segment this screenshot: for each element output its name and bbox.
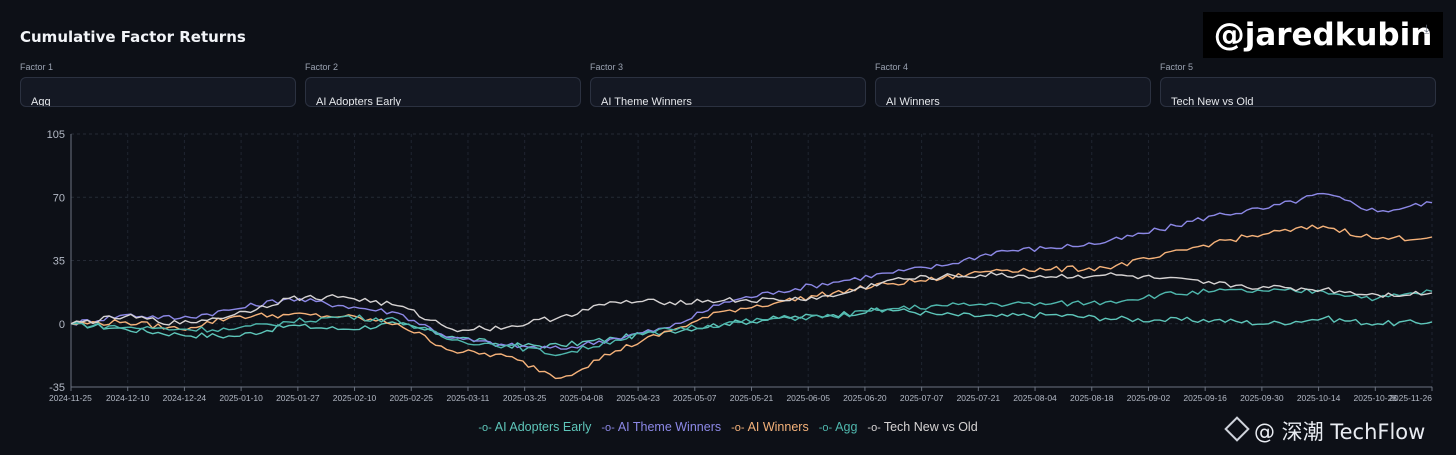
factor-3-select[interactable]: Factor 3 AI Theme Winners [590,62,866,107]
series-line [70,224,1433,380]
x-tick-label: 2025-03-25 [503,393,547,403]
x-tick-label: 2025-10-28 [1354,393,1398,403]
x-tick-label: 2025-04-23 [616,393,660,403]
factor-3-dropdown[interactable]: AI Theme Winners [590,77,866,107]
legend-item[interactable]: -o- AI Winners [731,420,809,434]
x-tick-label: 2024-11-25 [49,393,92,403]
x-tick-label: 2025-02-25 [390,393,434,403]
x-tick-label: 2025-02-10 [333,393,377,403]
chart-legend: -o- AI Adopters Early -o- AI Theme Winners -… [0,420,1456,434]
legend-marker-icon: -o- [478,422,492,434]
y-tick-label: 105 [47,129,65,141]
factor-5-dropdown[interactable]: Tech New vs Old [1160,77,1436,107]
x-tick-label: 2025-01-10 [219,393,263,403]
x-tick-label: 2025-05-21 [730,393,774,403]
factor-2-label: Factor 2 [305,62,339,72]
legend-item[interactable]: -o- Tech New vs Old [867,420,977,434]
download-icon[interactable]: ⤓ [1424,22,1430,36]
legend-label: Tech New vs Old [883,420,978,434]
x-tick-label: 2025-08-18 [1070,393,1114,403]
legend-label: AI Adopters Early [494,420,592,434]
x-tick-label: 2025-09-30 [1240,393,1284,403]
factor-1-dropdown[interactable]: Agg [20,77,296,107]
x-tick-label: 2025-09-02 [1127,393,1171,403]
x-tick-label: 2025-09-16 [1183,393,1227,403]
x-tick-label: 2025-11-26 [1389,393,1432,403]
legend-marker-icon: -o- [818,422,833,434]
x-tick-label: 2025-06-20 [843,393,887,403]
factor-1-select[interactable]: Factor 1 Agg [20,62,296,107]
legend-label: AI Winners [747,420,809,434]
factor-4-dropdown[interactable]: AI Winners [875,77,1151,107]
series-line [70,287,1433,357]
factor-5-value: Tech New vs Old [1171,96,1254,107]
x-tick-label: 2025-04-08 [560,393,604,403]
legend-item[interactable]: -o- AI Theme Winners [601,420,721,434]
x-tick-label: 2025-07-07 [900,393,944,403]
factor-4-select[interactable]: Factor 4 AI Winners [875,62,1151,107]
factor-4-label: Factor 4 [875,62,909,72]
factor-2-dropdown[interactable]: AI Adopters Early [305,77,581,107]
brand-watermark: @ 深潮 TechFlow [1224,416,1426,446]
x-tick-label: 2025-03-11 [447,393,490,403]
legend-marker-icon: -o- [601,422,615,434]
factor-2-select[interactable]: Factor 2 AI Adopters Early [305,62,581,107]
factor-4-value: AI Winners [886,96,940,107]
series-line [70,271,1433,333]
factor-2-value: AI Adopters Early [316,96,401,107]
x-tick-label: 2024-12-10 [106,393,150,403]
brand-text: @ 深潮 TechFlow [1254,420,1426,444]
y-tick-label: 35 [53,256,65,268]
brand-logo-icon [1224,416,1250,442]
x-tick-label: 2025-10-14 [1297,393,1341,403]
y-tick-label: 0 [59,319,65,331]
factor-5-select[interactable]: Factor 5 Tech New vs Old [1160,62,1436,107]
x-tick-label: 2025-07-21 [957,393,1001,403]
legend-item[interactable]: -o- AI Adopters Early [478,420,591,434]
legend-item[interactable]: -o- Agg [819,420,858,434]
factor-1-value: Agg [31,96,51,107]
page-title: Cumulative Factor Returns [20,28,246,46]
y-tick-label: 70 [53,192,65,204]
factor-5-label: Factor 5 [1160,62,1194,72]
factor-3-value: AI Theme Winners [601,96,692,107]
watermark: @jaredkubin [1203,12,1443,58]
x-tick-label: 2025-08-04 [1013,393,1057,403]
y-tick-label: -35 [49,382,65,394]
x-tick-label: 2025-05-07 [673,393,717,403]
x-tick-label: 2025-01-27 [276,393,320,403]
legend-marker-icon: -o- [731,422,745,434]
legend-label: Agg [835,420,858,434]
x-tick-label: 2024-12-24 [163,393,207,403]
legend-marker-icon: -o- [867,422,881,434]
x-tick-label: 2025-06-05 [786,393,830,403]
factor-1-label: Factor 1 [20,62,54,72]
factor-3-label: Factor 3 [590,62,624,72]
legend-label: AI Theme Winners [617,420,722,434]
